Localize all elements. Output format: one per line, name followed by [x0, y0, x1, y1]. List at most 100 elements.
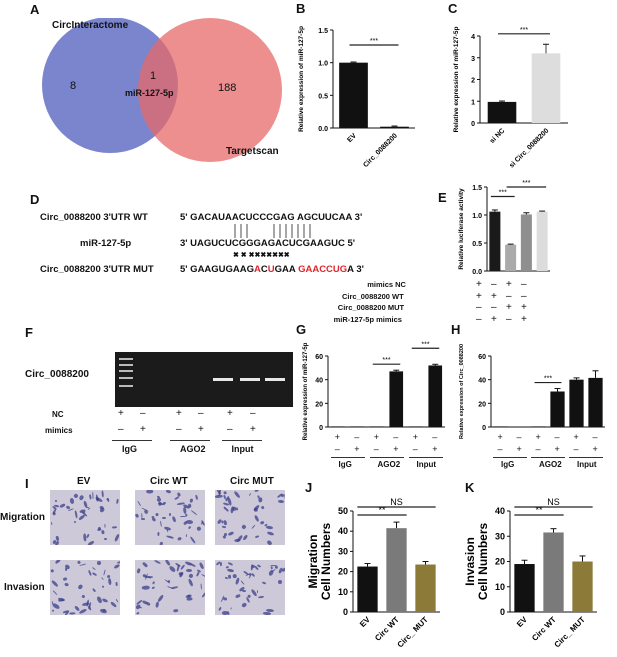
- group-underline: [493, 457, 527, 458]
- micrograph: [135, 490, 205, 545]
- group-underline: [170, 440, 210, 441]
- stained-cell: [274, 566, 278, 570]
- y-axis-label-line: Relative expression of miR-127-5p: [303, 342, 309, 440]
- x-category-label: Circ_ MUT: [396, 615, 430, 649]
- stained-cell: [188, 498, 194, 504]
- panel-label-d: D: [30, 192, 40, 207]
- table-row-label: mimics NC: [367, 280, 406, 289]
- nc-sign: +: [573, 432, 579, 442]
- stained-cell: [115, 498, 119, 504]
- significance-label: **: [378, 505, 386, 515]
- y-tick-label: 1.0: [318, 61, 328, 68]
- condition-sign: –: [521, 290, 527, 302]
- bar-Circ_-MUT: [572, 561, 593, 612]
- stained-cell: [142, 585, 150, 590]
- group-label: AGO2: [539, 460, 562, 469]
- significance-label: ***: [370, 38, 378, 45]
- condition-sign: +: [476, 279, 482, 290]
- y-axis-label-line: Relative expression of miR-127-5p: [453, 27, 460, 133]
- stained-cell: [111, 525, 117, 529]
- stained-cell: [254, 507, 259, 513]
- y-axis-label-line: Cell Numbers: [476, 522, 490, 600]
- stained-cell: [266, 531, 275, 537]
- condition-sign: –: [491, 279, 497, 290]
- bar-si-NC: [487, 101, 517, 123]
- mimics-sign: –: [497, 444, 503, 454]
- nc-sign: –: [393, 432, 399, 442]
- stained-cell: [68, 612, 76, 615]
- mimics-sign: +: [516, 444, 522, 454]
- stained-cell: [162, 516, 166, 520]
- stained-cell: [221, 525, 227, 529]
- stained-cell: [50, 579, 59, 588]
- stained-cell: [236, 506, 239, 511]
- venn-diagram: [42, 18, 282, 162]
- y-tick-label: 10: [495, 582, 505, 592]
- y-tick-label: 40: [478, 378, 486, 385]
- stained-cell: [256, 590, 259, 594]
- bar-AGO2-NC: [531, 426, 546, 427]
- nc-label: NC: [52, 410, 64, 419]
- stained-cell: [141, 561, 149, 569]
- mut-label: Circ_0088200 3'UTR MUT: [40, 264, 154, 275]
- stained-cell: [73, 493, 79, 499]
- mimics-sign: –: [334, 444, 340, 454]
- stained-cell: [223, 490, 228, 495]
- significance-label: ***: [421, 341, 429, 348]
- stained-cell: [135, 567, 141, 574]
- nc-sign: +: [535, 432, 541, 442]
- y-tick-label: 60: [315, 354, 323, 361]
- mir-label: miR-127-5p: [80, 238, 132, 249]
- stained-cell: [77, 583, 84, 590]
- micrograph: [50, 490, 120, 545]
- stained-cell: [74, 520, 77, 524]
- stained-cell: [51, 609, 55, 612]
- y-axis-label: Relative expression of Circ_0088200: [459, 344, 465, 439]
- y-axis-label-line: Migration: [306, 535, 320, 589]
- stained-cell: [54, 499, 58, 502]
- stained-cell: [263, 611, 271, 615]
- stained-cell: [283, 493, 285, 501]
- row-label: Migration: [0, 512, 45, 523]
- x-category-label: si NC: [489, 127, 507, 145]
- y-tick-label: 40: [315, 378, 323, 385]
- bar-Input-mimics: [428, 365, 443, 427]
- stained-cell: [63, 577, 68, 581]
- bar-Input-NC: [408, 426, 423, 427]
- stained-cell: [185, 534, 187, 538]
- stained-cell: [220, 562, 223, 567]
- stained-cell: [160, 521, 163, 527]
- nc-sign: –: [354, 432, 360, 442]
- mimics-sign: +: [250, 424, 256, 435]
- stained-cell: [114, 598, 119, 603]
- stained-cell: [85, 533, 90, 538]
- group-label: IgG: [338, 460, 352, 469]
- stained-cell: [165, 534, 174, 540]
- condition-sign: –: [506, 290, 512, 302]
- bar-1: [489, 211, 501, 271]
- nc-sign: +: [412, 432, 419, 442]
- venn-overlap-name: miR-127-5p: [125, 88, 174, 98]
- stained-cell: [102, 585, 105, 589]
- mimics-sign: –: [176, 424, 182, 435]
- table-row-label: miR-127-5p mimics: [333, 314, 402, 324]
- stained-cell: [262, 581, 267, 586]
- stained-cell: [176, 492, 181, 498]
- stained-cell: [171, 515, 177, 523]
- stained-cell: [185, 519, 194, 525]
- group-label: AGO2: [180, 444, 206, 454]
- venn-circle-circinteractome: [42, 18, 178, 153]
- nc-sign: –: [198, 408, 204, 419]
- stained-cell: [78, 608, 88, 615]
- chart-c: 0 1 2 3 4 Relative expression of miR-127-5p si…: [453, 27, 568, 170]
- stained-cell: [200, 583, 203, 590]
- stained-cell: [235, 594, 241, 599]
- stained-cell: [225, 507, 230, 513]
- stained-cell: [58, 503, 66, 509]
- x-category-label: EV: [358, 615, 372, 629]
- stained-cell: [250, 572, 256, 578]
- stained-cell: [247, 594, 252, 599]
- chart-g: 0 20 40 60 Relative expression of miR-127-5p…: [303, 341, 445, 440]
- condition-sign: –: [476, 302, 482, 313]
